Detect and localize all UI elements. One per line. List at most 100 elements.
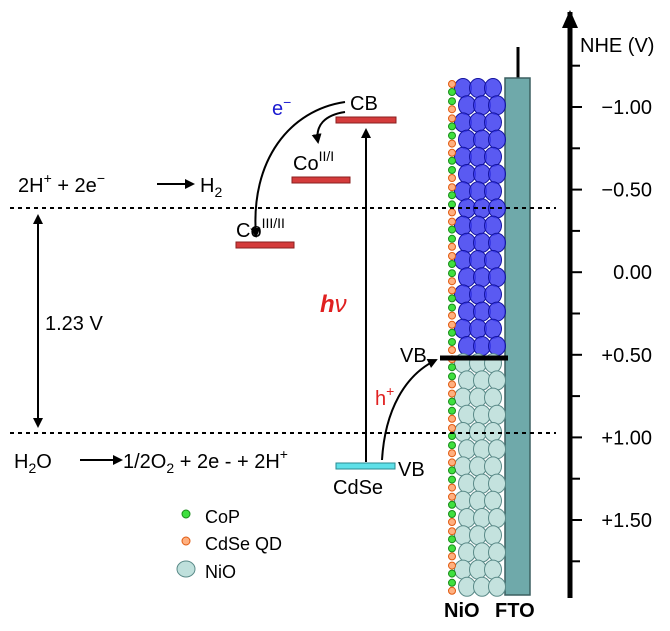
nio-particle [459, 371, 476, 390]
nio-particle [455, 285, 472, 304]
co32-bar [236, 242, 294, 248]
cdse-dot [449, 209, 456, 216]
nio-particle [470, 560, 487, 579]
nio-particle [474, 337, 491, 356]
nio-particle [459, 543, 476, 562]
tick-label: 0.00 [613, 262, 652, 284]
nio-particle [474, 130, 491, 149]
nio-particle [459, 405, 476, 424]
nio-particle [474, 302, 491, 321]
axis-title: NHE (V) [580, 35, 654, 57]
nio-particle [489, 509, 506, 528]
nio-particle [455, 560, 472, 579]
nio-particle [474, 577, 491, 596]
cop-dot [449, 579, 456, 586]
cdse-dot [449, 553, 456, 560]
cdse-dot [449, 287, 456, 294]
cop-dot [449, 339, 456, 346]
nio-particle [485, 182, 502, 201]
co32-label: CoIII/II [236, 215, 285, 242]
nio-particle [474, 474, 491, 493]
nio-particles [449, 79, 506, 597]
nio-particle [459, 337, 476, 356]
nio-particle [459, 509, 476, 528]
nio-particle [485, 79, 502, 98]
nio-particle [455, 251, 472, 270]
nio-particle [474, 268, 491, 287]
nio-particle [455, 526, 472, 545]
cdse-dot [449, 321, 456, 328]
gap-label: 1.23 V [45, 313, 103, 335]
nio-particle [470, 113, 487, 132]
cdse-dot [449, 450, 456, 457]
nio-particle [459, 130, 476, 149]
cop-dot [449, 235, 456, 242]
cop-dot [449, 132, 456, 139]
o2-products: 1/2O2 + 2e - + 2H+ [123, 446, 288, 476]
axis-ticks: −1.00−0.500.00+0.50+1.00+1.50 [570, 66, 652, 562]
cop-dot [449, 89, 456, 96]
nio-particle [474, 96, 491, 115]
legend-cop [182, 510, 190, 518]
cop-dot [449, 157, 456, 164]
nio-particle [485, 113, 502, 132]
nio-particle [459, 96, 476, 115]
hv-label: hν [320, 291, 347, 318]
cb-label: CB [350, 93, 378, 115]
cdse-dot [449, 115, 456, 122]
nio-particle [455, 113, 472, 132]
cdse-dot [449, 415, 456, 422]
nio-particle [485, 285, 502, 304]
cop-dot [449, 123, 456, 130]
nio-particle [470, 251, 487, 270]
cdse-dot [449, 253, 456, 260]
nio-particle [459, 233, 476, 252]
fto [505, 78, 530, 595]
diagram: −1.00−0.500.00+0.50+1.00+1.50 NHE (V) CB… [0, 0, 670, 626]
co21-bar [292, 177, 350, 183]
cop-dot [449, 192, 456, 199]
nio-particle [485, 560, 502, 579]
electrode-layer [505, 47, 530, 595]
cop-dot [449, 476, 456, 483]
nio-particle [459, 577, 476, 596]
nio-particle [470, 388, 487, 407]
cdse-dot [449, 587, 456, 594]
cop-dot [449, 373, 456, 380]
cop-dot [449, 570, 456, 577]
nio-particle [485, 388, 502, 407]
cdse-dot [449, 184, 456, 191]
tick-label: −1.00 [601, 97, 652, 119]
cb-bar [336, 117, 396, 123]
nio-particle [455, 79, 472, 98]
nio-vb-label: VB [400, 345, 427, 367]
nio-particle [489, 233, 506, 252]
nio-particle [459, 474, 476, 493]
nio-particle [489, 337, 506, 356]
cdse-dot [449, 312, 456, 319]
nio-particle [485, 251, 502, 270]
nio-particle [474, 543, 491, 562]
cop-dot [449, 364, 456, 371]
hole-label: h+ [375, 383, 394, 410]
cdse-dot [449, 218, 456, 225]
cop-dot [449, 167, 456, 174]
o2-reactant: H2O [14, 451, 52, 476]
nio-particle [459, 165, 476, 184]
nio-particle [455, 182, 472, 201]
nio-particle [485, 147, 502, 166]
cdse-vb-bar [336, 463, 395, 469]
nio-particle [470, 285, 487, 304]
h2-product: H2 [200, 175, 222, 200]
nio-particle [485, 319, 502, 338]
nio-particle [489, 405, 506, 424]
cop-dot [449, 501, 456, 508]
nio-particle [485, 457, 502, 476]
cdse-dot [449, 562, 456, 569]
nio-particle [489, 474, 506, 493]
nio-particle [455, 319, 472, 338]
cop-dot [449, 442, 456, 449]
cdse-dot [449, 243, 456, 250]
nio-particle [489, 130, 506, 149]
legend-label: NiO [205, 562, 236, 582]
